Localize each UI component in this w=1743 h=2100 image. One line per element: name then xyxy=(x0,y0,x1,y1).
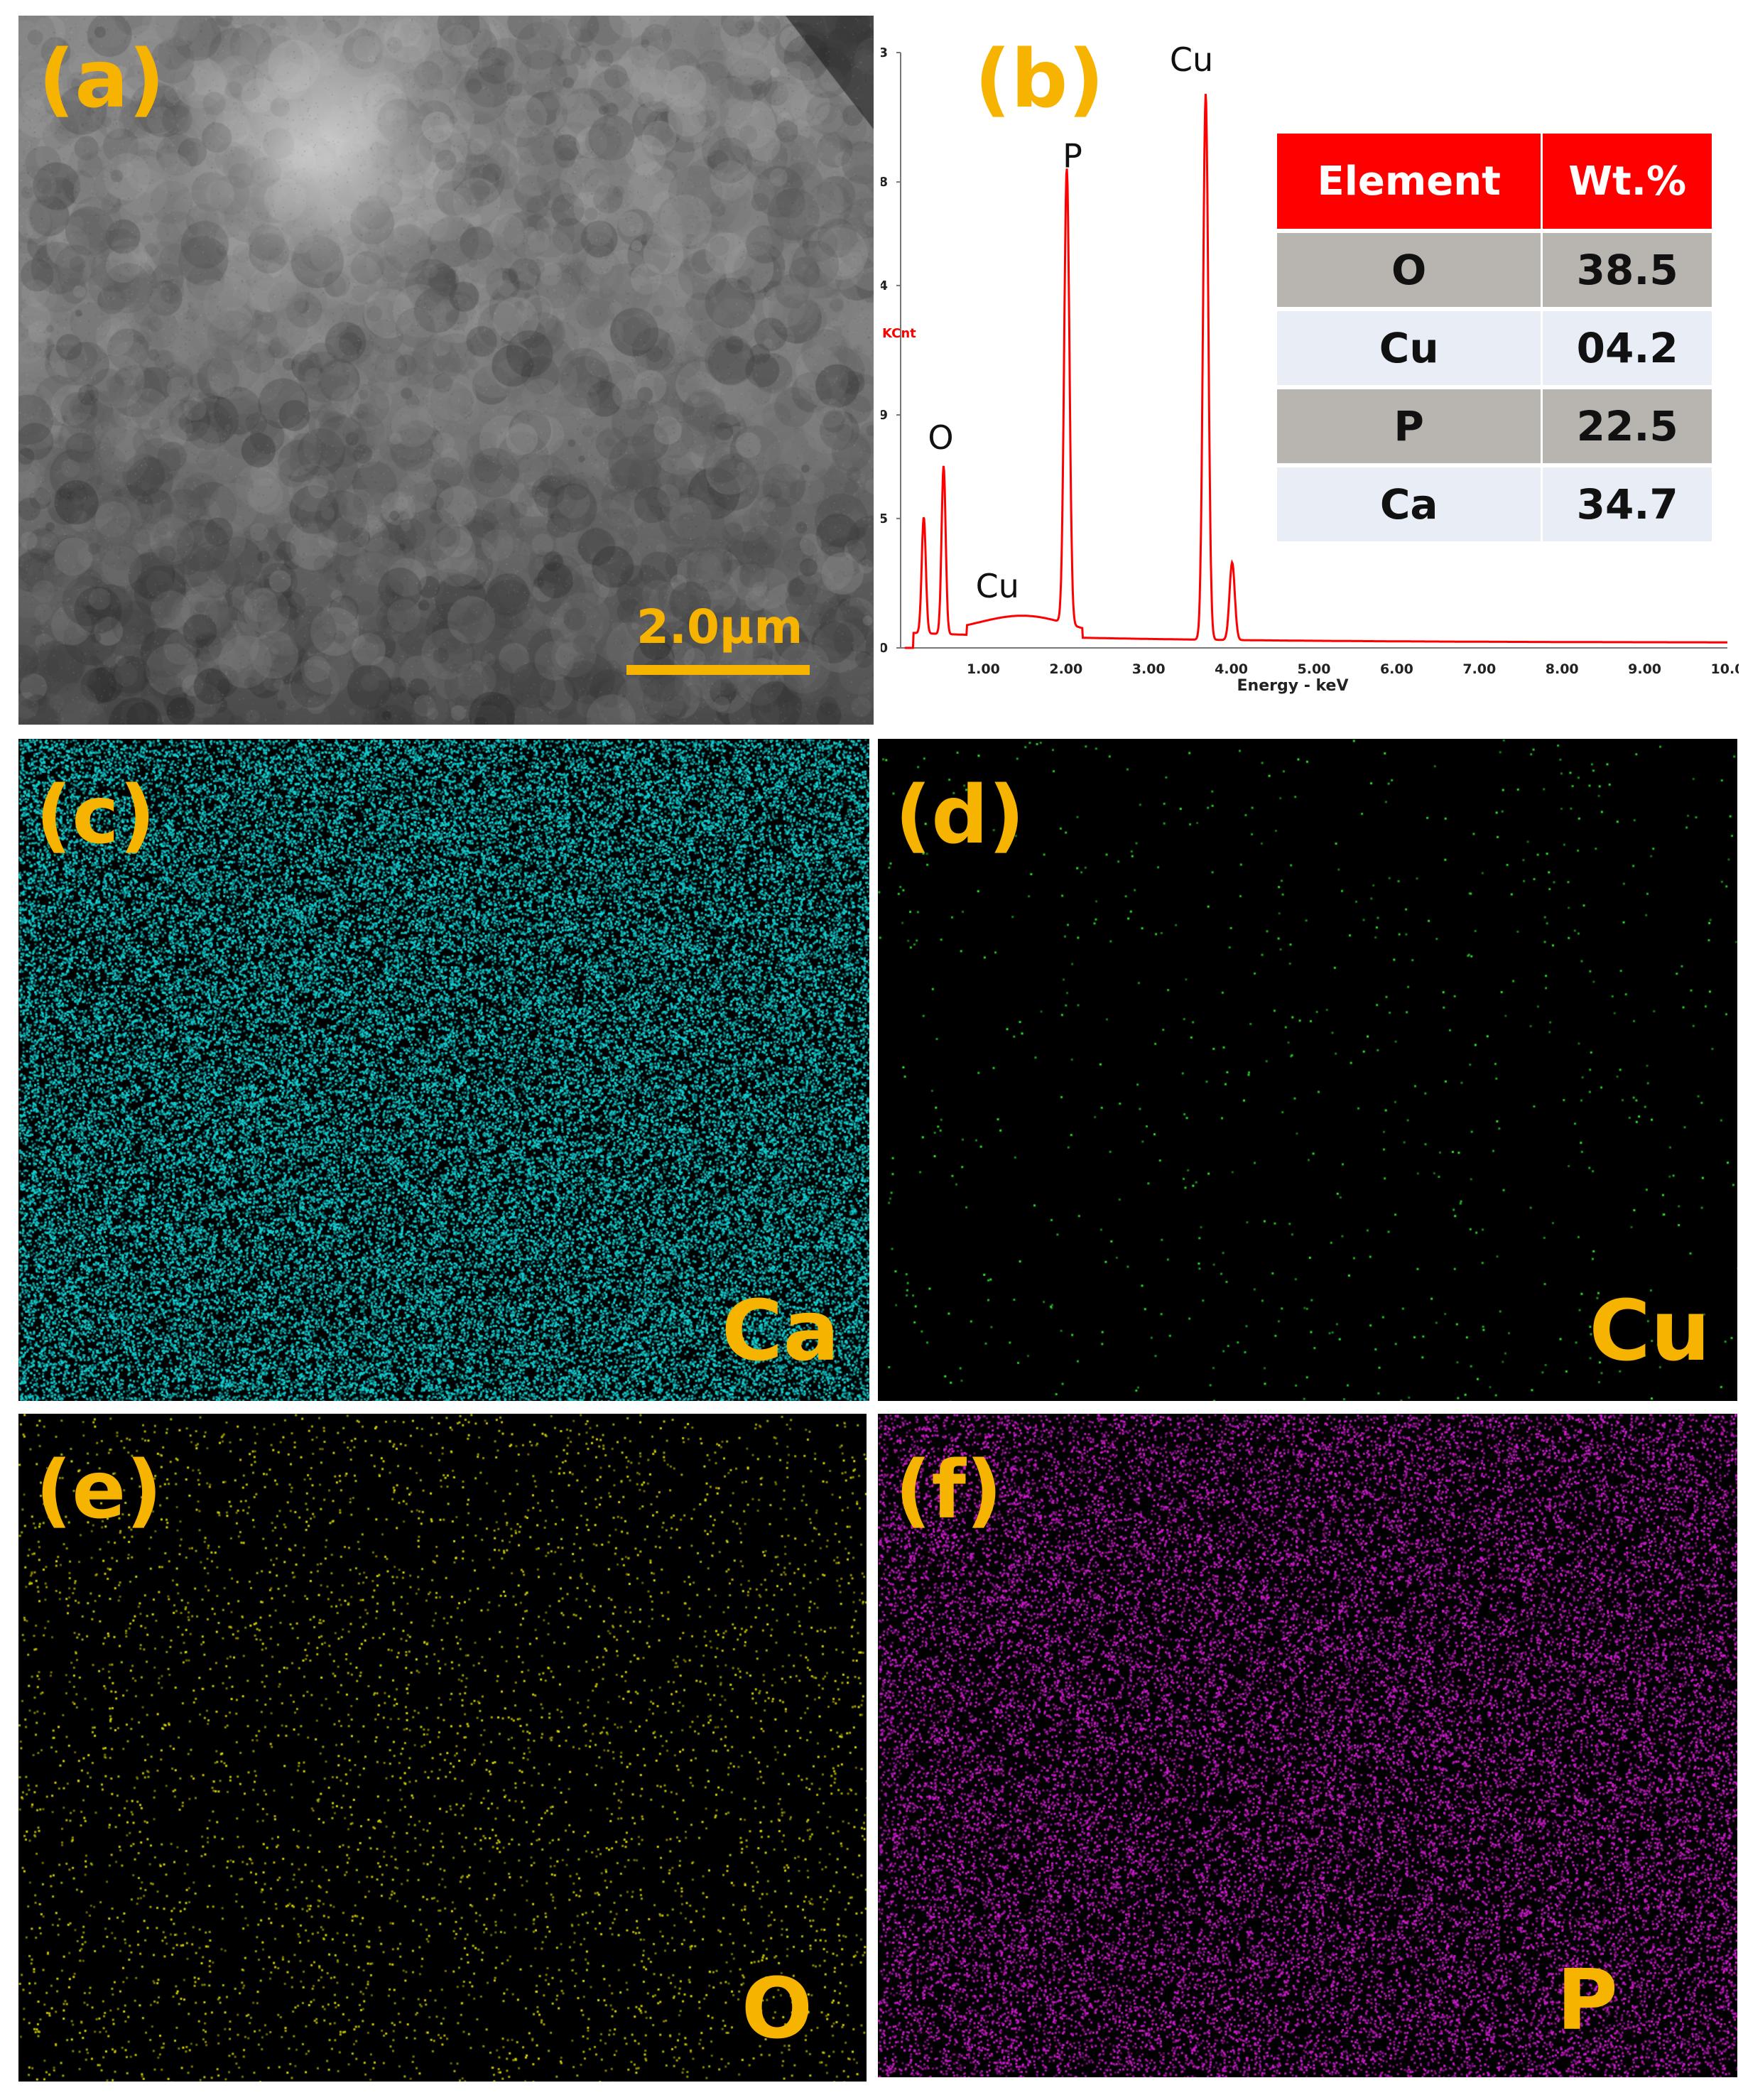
y-axis-label: KCnt xyxy=(882,326,916,341)
o-elemental-map xyxy=(18,1414,867,2082)
scale-bar xyxy=(626,665,810,675)
peak-label: P xyxy=(1063,136,1082,175)
y-tick-label: 0.5 xyxy=(881,512,888,526)
cell-wt: 04.2 xyxy=(1543,311,1712,385)
x-tick-label: 10.0 xyxy=(1711,661,1739,677)
cu-map-panel: (d) Cu xyxy=(878,739,1737,1401)
p-elemental-map xyxy=(878,1414,1737,2077)
header-element: Element xyxy=(1277,134,1543,229)
cell-element: Cu xyxy=(1277,311,1543,385)
eds-spectrum-line xyxy=(904,94,1727,649)
table-row: O 38.5 xyxy=(1277,233,1712,307)
peak-label: O xyxy=(928,418,953,457)
y-tick-label: 1.4 xyxy=(881,278,888,293)
eds-peak-labels: O Cu P Cu xyxy=(928,40,1213,605)
y-tick-label: 0.0 xyxy=(881,641,888,656)
eds-axes xyxy=(900,53,1727,649)
eds-spectrum-panel: 1.00 2.00 3.00 4.00 5.00 6.00 7.00 8.00 9.00 10. 0… xyxy=(881,16,1739,725)
eds-spectrum-chart: 1.00 2.00 3.00 4.00 5.00 6.00 7.00 8.00 9.00 10. 0… xyxy=(881,40,1739,695)
y-tick-label: 0.9 xyxy=(881,408,888,423)
cell-wt: 38.5 xyxy=(1543,233,1712,307)
peak-label: Cu xyxy=(976,567,1019,605)
x-tick-label: 4.00 xyxy=(1215,661,1248,677)
panel-label-a: (a) xyxy=(38,33,165,126)
ca-map-panel: (c) Ca xyxy=(18,739,869,1401)
cell-wt: 34.7 xyxy=(1543,467,1712,541)
cell-element: O xyxy=(1277,233,1543,307)
panel-label-c: (c) xyxy=(36,769,156,862)
cell-element: P xyxy=(1277,389,1543,463)
panel-label-d: (d) xyxy=(895,769,1025,862)
eds-tick-labels: 1.00 2.00 3.00 4.00 5.00 6.00 7.00 8.00 9.00 10. 0… xyxy=(881,45,1739,677)
y-tick-label: 2.3 xyxy=(881,45,888,60)
element-label-ca: Ca xyxy=(721,1282,840,1380)
table-row: P 22.5 xyxy=(1277,389,1712,463)
sem-image-panel: (a) 2.0μm xyxy=(18,16,874,725)
cu-elemental-map xyxy=(878,739,1737,1401)
x-tick-label: 9.00 xyxy=(1628,661,1661,677)
element-label-o: O xyxy=(741,1959,813,2057)
panel-label-e: (e) xyxy=(36,1444,163,1537)
y-tick-label: 1.8 xyxy=(881,175,888,190)
cell-element: Ca xyxy=(1277,467,1543,541)
element-label-cu: Cu xyxy=(1589,1282,1710,1380)
p-map-panel: (f) P xyxy=(878,1414,1737,2077)
table-row: Cu 04.2 xyxy=(1277,311,1712,385)
x-tick-label: 3.00 xyxy=(1132,661,1166,677)
peak-label: Cu xyxy=(1170,40,1213,79)
element-label-p: P xyxy=(1556,1951,1618,2049)
x-tick-label: 6.00 xyxy=(1380,661,1413,677)
x-tick-label: 7.00 xyxy=(1462,661,1496,677)
panel-label-f: (f) xyxy=(895,1444,1003,1537)
x-tick-label: 1.00 xyxy=(967,661,1000,677)
scale-bar-label: 2.0μm xyxy=(636,600,803,654)
o-map-panel: (e) O xyxy=(18,1414,867,2082)
x-axis-label: Energy - keV xyxy=(1237,677,1349,695)
panel-label-b: (b) xyxy=(974,33,1104,126)
composition-table: Element Wt.% O 38.5 Cu 04.2 P 22.5 Ca 34… xyxy=(1277,129,1712,546)
x-tick-label: 2.00 xyxy=(1049,661,1082,677)
x-tick-label: 5.00 xyxy=(1298,661,1331,677)
sem-micrograph xyxy=(18,16,874,725)
cell-wt: 22.5 xyxy=(1543,389,1712,463)
ca-elemental-map xyxy=(18,739,869,1401)
x-tick-label: 8.00 xyxy=(1546,661,1579,677)
header-wt: Wt.% xyxy=(1543,134,1712,229)
table-row: Ca 34.7 xyxy=(1277,467,1712,541)
table-header-row: Element Wt.% xyxy=(1277,134,1712,229)
